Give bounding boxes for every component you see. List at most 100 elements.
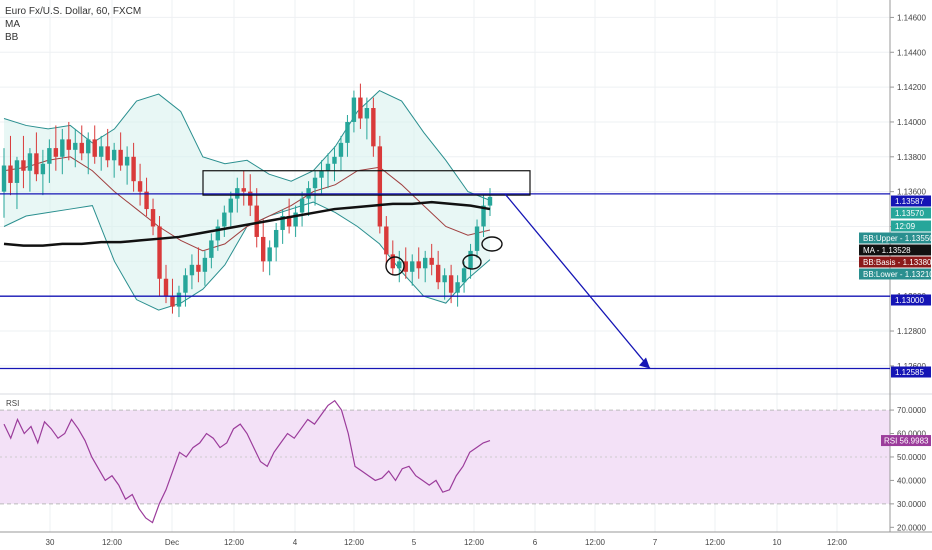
candle-body: [455, 282, 460, 293]
candle-body: [448, 275, 454, 293]
price-tick-label: 1.12800: [897, 327, 926, 336]
time-tick-label: 4: [293, 538, 298, 547]
candle-body: [222, 212, 227, 227]
candle-body: [137, 181, 143, 192]
time-tick-label: Dec: [165, 538, 179, 547]
price-badge-label: MA - 1.13528: [863, 246, 911, 255]
candle-body: [474, 226, 480, 251]
candle-body: [371, 108, 376, 147]
candle-body: [435, 264, 441, 283]
candle-body: [286, 216, 292, 227]
candle-body: [338, 142, 344, 157]
price-tick-label: 1.13600: [897, 188, 926, 197]
candle-body: [40, 163, 46, 175]
bb-fill: [4, 90, 490, 311]
time-tick-label: 30: [46, 538, 55, 547]
candle-body: [53, 148, 59, 157]
candle-body: [196, 264, 201, 272]
candle-body: [86, 139, 91, 154]
candle-body: [423, 257, 428, 269]
candle-body: [325, 163, 331, 171]
price-badge-label: BB:Basis - 1.13380: [863, 258, 932, 267]
annotation-circle-2: [481, 236, 503, 252]
candle-body: [124, 156, 130, 166]
time-tick-label: 10: [773, 538, 782, 547]
rsi-label: RSI: [6, 399, 19, 408]
candle-body: [280, 216, 285, 230]
candle-body: [442, 275, 447, 283]
time-tick-label: 7: [653, 538, 658, 547]
candle-body: [170, 296, 175, 307]
candle-body: [111, 149, 117, 161]
candle-body: [183, 275, 188, 293]
candle-body: [273, 229, 279, 248]
candle-body: [468, 250, 473, 269]
candle-body: [416, 261, 421, 269]
rsi-tick-label: 30.0000: [897, 500, 926, 509]
candle-body: [150, 209, 156, 227]
price-badge: [891, 207, 931, 219]
price-tick-label: 1.14000: [897, 118, 926, 127]
price-badge-label: BB:Lower - 1.13210: [863, 270, 932, 279]
candle-body: [332, 156, 337, 164]
price-badge: [891, 294, 931, 306]
candle-body: [189, 264, 195, 276]
price-tick-label: 1.12600: [897, 362, 926, 371]
price-badge-label: 12:09: [895, 222, 916, 231]
candle-body: [312, 177, 318, 189]
candle-body: [215, 226, 221, 241]
resistance-box: [202, 170, 531, 196]
bb-upper-line: [3, 89, 491, 201]
candle-body: [487, 196, 493, 206]
price-tick-label: 1.14200: [897, 83, 926, 92]
candle-body: [293, 212, 298, 227]
candle-body: [118, 149, 123, 166]
candle-body: [99, 146, 104, 157]
candle-body: [8, 165, 13, 183]
price-badge-label: 1.12585: [895, 368, 924, 377]
candle-body: [254, 205, 259, 237]
candle-body: [144, 191, 149, 210]
price-badge-label: 1.13000: [895, 296, 924, 305]
price-badge: [859, 256, 931, 268]
candle-body: [47, 148, 52, 164]
price-badge: [859, 268, 931, 280]
candle-body: [14, 160, 20, 183]
time-tick-label: 5: [412, 538, 417, 547]
rsi-badge: [881, 435, 931, 447]
price-badge: [859, 244, 931, 256]
bb-basis-line: [3, 156, 491, 252]
legend-ma: MA: [5, 19, 20, 30]
candle-body: [364, 108, 370, 119]
candle-body: [27, 153, 33, 171]
price-badge-label: 1.13570: [895, 209, 924, 218]
price-tick-label: 1.14600: [897, 13, 926, 22]
candle-body: [377, 146, 383, 227]
rsi-tick-label: 50.0000: [897, 453, 926, 462]
candle-body: [105, 146, 110, 161]
time-tick-label: 12:00: [344, 538, 365, 547]
candle-body: [66, 139, 71, 150]
candle-body: [461, 268, 467, 283]
candle-body: [481, 205, 486, 227]
candle-body: [403, 261, 408, 272]
time-tick-label: 12:00: [585, 538, 606, 547]
candle-body: [390, 254, 395, 269]
price-badge: [859, 232, 931, 244]
rsi-tick-label: 70.0000: [897, 406, 926, 415]
rsi-badge-label: RSI 56.9983: [884, 437, 929, 446]
candle-body: [176, 292, 182, 307]
candle-body: [410, 261, 415, 272]
candle-body: [202, 257, 208, 272]
candle-body: [429, 257, 434, 265]
candle-body: [228, 198, 233, 213]
candle-body: [397, 261, 402, 269]
rsi-tick-label: 60.0000: [897, 430, 926, 439]
rsi-line: [3, 399, 491, 524]
projection-arrow-head: [639, 357, 650, 369]
candle-body: [157, 226, 162, 279]
candle-body: [79, 142, 84, 154]
candle-body: [248, 191, 253, 206]
time-tick-label: 12:00: [464, 538, 485, 547]
